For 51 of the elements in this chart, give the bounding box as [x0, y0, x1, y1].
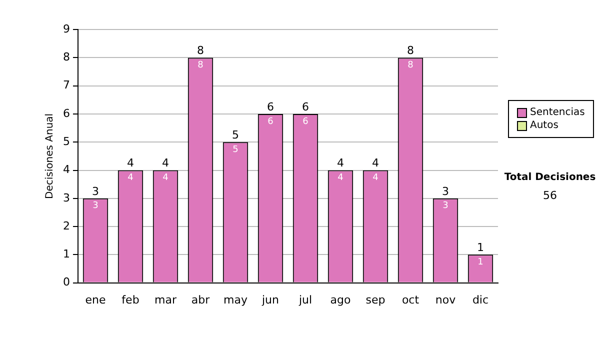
data-label: 4: [128, 173, 134, 184]
total-label: 8: [407, 44, 414, 58]
y-tick-label: 8: [63, 50, 70, 64]
data-label: 6: [302, 116, 309, 127]
x-tick-label: sep: [366, 293, 386, 306]
y-tick-label: 5: [63, 134, 70, 148]
x-tick-label: may: [224, 293, 248, 306]
x-tick-label: nov: [435, 293, 456, 306]
total-label: 6: [302, 100, 309, 114]
x-tick-label: feb: [122, 293, 140, 306]
x-tick-label: ago: [330, 293, 351, 306]
x-tick-label: jul: [298, 293, 312, 306]
y-tick-label: 7: [63, 78, 70, 92]
x-tick-label: ene: [85, 293, 106, 306]
total-label: 4: [337, 156, 344, 170]
legend-label: Sentencias: [530, 106, 585, 119]
y-tick-label: 0: [63, 276, 70, 289]
y-tick-label: 3: [63, 191, 70, 204]
total-label: 3: [442, 184, 449, 198]
x-tick-label: jun: [261, 293, 280, 306]
data-label: 8: [198, 60, 204, 71]
data-label: 1: [478, 258, 484, 268]
y-tick-label: 4: [63, 163, 70, 176]
y-tick-label: 9: [63, 22, 70, 36]
x-tick-label: dic: [472, 293, 489, 306]
total-label: 4: [162, 156, 169, 170]
data-label: 4: [338, 173, 344, 184]
text: Total Decisiones: [503, 172, 597, 183]
data-label: 3: [92, 201, 98, 212]
total-label: 8: [197, 44, 204, 58]
total-label: 4: [372, 156, 379, 170]
total-label: 6: [267, 100, 274, 114]
y-tick-label: 1: [63, 248, 70, 261]
x-tick-label: oct: [402, 293, 420, 306]
total-label: 3: [92, 184, 99, 198]
y-tick-label: 6: [63, 106, 70, 120]
x-tick-label: abr: [191, 293, 210, 306]
legend-label: Autos: [530, 119, 558, 132]
y-tick-label: 2: [63, 219, 70, 232]
total-label: 5: [232, 128, 239, 142]
data-label: 4: [162, 173, 169, 184]
text: 56: [542, 189, 558, 202]
y-axis-title: Decisiones Anual: [44, 113, 56, 199]
x-tick-label: mar: [154, 293, 177, 306]
data-label: 5: [232, 144, 238, 155]
data-label: 4: [372, 173, 379, 184]
total-label: 1: [477, 241, 484, 254]
data-label: 8: [408, 60, 414, 71]
total-label: 4: [127, 156, 134, 170]
data-label: 3: [442, 201, 448, 212]
data-label: 6: [268, 116, 274, 127]
